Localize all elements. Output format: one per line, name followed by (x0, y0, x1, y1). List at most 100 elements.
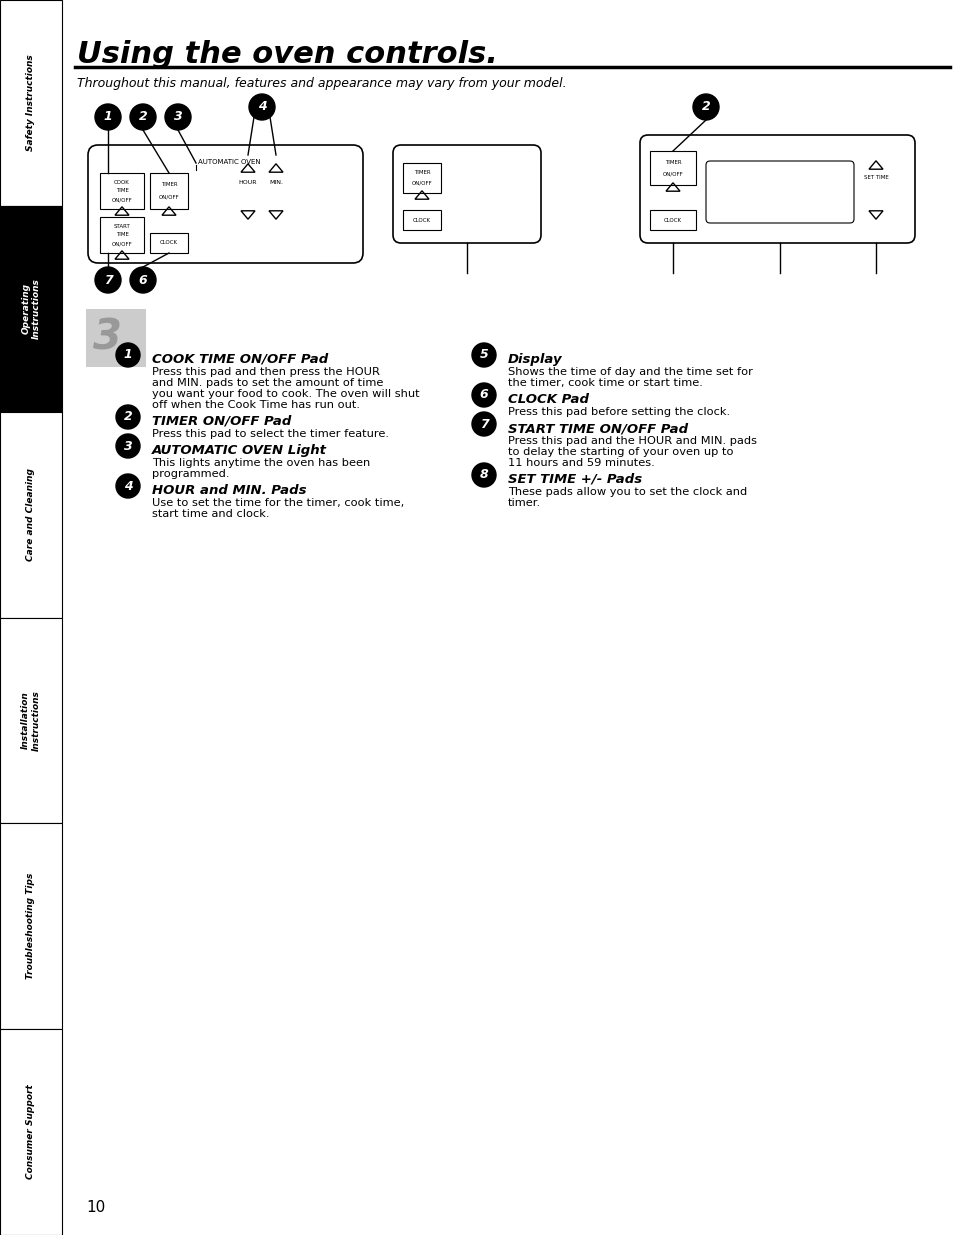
Circle shape (472, 343, 496, 367)
Circle shape (95, 104, 121, 130)
Text: CLOCK: CLOCK (663, 217, 681, 222)
Text: 4: 4 (124, 479, 132, 493)
Text: CLOCK Pad: CLOCK Pad (507, 393, 588, 406)
Bar (150, 173, 188, 209)
Circle shape (116, 433, 140, 458)
Bar (0, 618, 62, 824)
FancyBboxPatch shape (88, 144, 363, 263)
Text: AUTOMATIC OVEN: AUTOMATIC OVEN (198, 159, 260, 165)
Text: the timer, cook time or start time.: the timer, cook time or start time. (507, 378, 702, 388)
Text: 2: 2 (700, 100, 710, 114)
Text: ON/OFF: ON/OFF (158, 194, 179, 200)
Text: 3: 3 (93, 317, 122, 359)
Text: 1: 1 (124, 348, 132, 362)
Text: 3: 3 (173, 110, 182, 124)
Text: you want your food to cook. The oven will shut: you want your food to cook. The oven wil… (152, 389, 419, 399)
Bar (86, 309, 146, 367)
Bar (0, 1029, 62, 1235)
Bar (649, 210, 696, 230)
Text: Press this pad before setting the clock.: Press this pad before setting the clock. (507, 408, 729, 417)
Text: to delay the starting of your oven up to: to delay the starting of your oven up to (507, 447, 733, 457)
Text: This lights anytime the oven has been: This lights anytime the oven has been (152, 458, 370, 468)
Text: SET TIME: SET TIME (862, 175, 887, 180)
Circle shape (95, 267, 121, 293)
Text: start time and clock.: start time and clock. (152, 509, 269, 519)
Text: 7: 7 (479, 417, 488, 431)
Text: Troubleshooting Tips: Troubleshooting Tips (27, 873, 35, 979)
Text: HOUR: HOUR (238, 180, 257, 185)
Text: Throughout this manual, features and appearance may vary from your model.: Throughout this manual, features and app… (77, 77, 566, 90)
Text: COOK TIME ON/OFF Pad: COOK TIME ON/OFF Pad (152, 353, 328, 366)
Text: programmed.: programmed. (152, 469, 230, 479)
Text: TIME: TIME (115, 189, 129, 194)
Text: Use to set the time for the timer, cook time,: Use to set the time for the timer, cook … (152, 498, 404, 508)
Bar (402, 210, 440, 230)
Text: SET TIME +/- Pads: SET TIME +/- Pads (507, 473, 641, 487)
Bar (0, 824, 62, 1029)
Circle shape (116, 343, 140, 367)
Circle shape (130, 267, 156, 293)
Text: TIMER: TIMER (664, 159, 680, 164)
FancyBboxPatch shape (393, 144, 540, 243)
Text: 8: 8 (479, 468, 488, 482)
Text: Press this pad and the HOUR and MIN. pads: Press this pad and the HOUR and MIN. pad… (507, 436, 757, 446)
Circle shape (472, 412, 496, 436)
Text: CLOCK: CLOCK (413, 217, 431, 222)
Text: ON/OFF: ON/OFF (112, 242, 132, 247)
Text: TIMER ON/OFF Pad: TIMER ON/OFF Pad (152, 415, 291, 429)
Text: Safety Instructions: Safety Instructions (27, 54, 35, 152)
Text: Display: Display (507, 353, 562, 366)
Bar (0, 206, 62, 411)
Bar (402, 163, 440, 193)
Text: Press this pad and then press the HOUR: Press this pad and then press the HOUR (152, 367, 379, 377)
Bar (100, 173, 144, 209)
Bar (150, 233, 188, 253)
Circle shape (116, 405, 140, 429)
Text: ON/OFF: ON/OFF (112, 198, 132, 203)
Text: These pads allow you to set the clock and: These pads allow you to set the clock an… (507, 487, 746, 496)
Text: 7: 7 (104, 273, 112, 287)
Text: TIME: TIME (115, 232, 129, 237)
Text: ON/OFF: ON/OFF (662, 172, 682, 177)
Text: START TIME ON/OFF Pad: START TIME ON/OFF Pad (507, 422, 687, 435)
Text: Installation
Instructions: Installation Instructions (21, 690, 41, 751)
Circle shape (472, 383, 496, 408)
Text: COOK: COOK (114, 179, 130, 184)
Text: 10: 10 (86, 1200, 105, 1215)
Text: 4: 4 (257, 100, 266, 114)
Circle shape (692, 94, 719, 120)
Text: 6: 6 (138, 273, 147, 287)
FancyBboxPatch shape (705, 161, 853, 224)
Text: 2: 2 (138, 110, 147, 124)
Circle shape (116, 474, 140, 498)
Text: 2: 2 (124, 410, 132, 424)
Bar (0, 411, 62, 618)
Text: timer.: timer. (507, 498, 540, 508)
Text: CLOCK: CLOCK (160, 241, 178, 246)
Text: off when the Cook Time has run out.: off when the Cook Time has run out. (152, 400, 359, 410)
Bar (100, 217, 144, 253)
Text: Operating
Instructions: Operating Instructions (21, 278, 41, 340)
Bar (649, 151, 696, 185)
Bar (0, 0, 62, 206)
Text: HOUR and MIN. Pads: HOUR and MIN. Pads (152, 484, 306, 496)
Text: Care and Cleaning: Care and Cleaning (27, 468, 35, 561)
FancyBboxPatch shape (639, 135, 914, 243)
Text: 3: 3 (124, 440, 132, 452)
Text: TIMER: TIMER (414, 170, 430, 175)
Text: 11 hours and 59 minutes.: 11 hours and 59 minutes. (507, 458, 654, 468)
Text: 5: 5 (479, 348, 488, 362)
Text: MIN.: MIN. (269, 180, 283, 185)
Text: Using the oven controls.: Using the oven controls. (77, 40, 497, 69)
Text: ON/OFF: ON/OFF (411, 180, 432, 185)
Text: TIMER: TIMER (160, 183, 177, 188)
Text: Press this pad to select the timer feature.: Press this pad to select the timer featu… (152, 429, 389, 438)
Circle shape (472, 463, 496, 487)
Text: START: START (113, 224, 131, 228)
Text: Shows the time of day and the time set for: Shows the time of day and the time set f… (507, 367, 752, 377)
Text: AUTOMATIC OVEN Light: AUTOMATIC OVEN Light (152, 445, 327, 457)
Text: and MIN. pads to set the amount of time: and MIN. pads to set the amount of time (152, 378, 383, 388)
Circle shape (249, 94, 274, 120)
Circle shape (165, 104, 191, 130)
Text: 1: 1 (104, 110, 112, 124)
